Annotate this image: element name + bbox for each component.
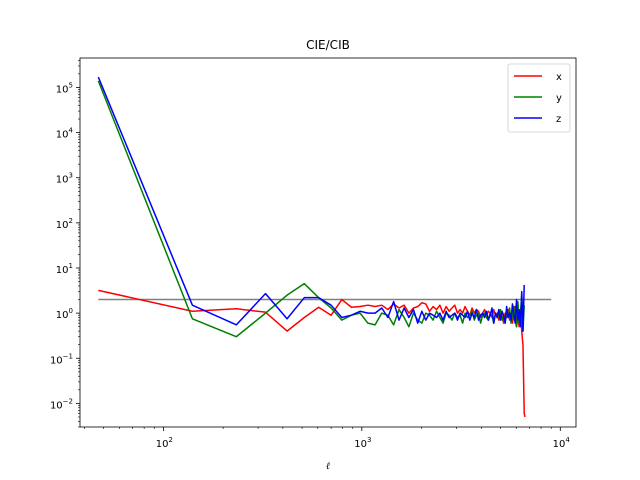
legend-label-y: y (556, 93, 562, 104)
y-tick-label: 101 (56, 262, 73, 276)
y-tick-label: 100 (56, 307, 73, 321)
series-layer (97, 76, 552, 418)
x-tick-label: 104 (553, 436, 571, 450)
y-tick-label: 102 (56, 217, 73, 231)
y-tick-label: 10−1 (50, 352, 73, 366)
legend: xyz (507, 63, 571, 133)
y-tick-label: 10−2 (50, 397, 73, 411)
legend-label-x: x (556, 72, 562, 83)
series-x-line (98, 289, 526, 418)
x-tick-label: 102 (156, 436, 173, 450)
axes-frame (79, 57, 577, 428)
y-tick-label: 105 (56, 81, 73, 95)
chart-title: CIE/CIB (306, 38, 350, 52)
x-tick-label: 103 (354, 436, 371, 450)
legend-box (507, 63, 571, 133)
y-tick-label: 103 (56, 172, 73, 186)
x-axis: 102 103 104 (84, 427, 570, 450)
plot-area (79, 57, 577, 428)
legend-label-z: z (556, 114, 561, 125)
series-z-line (97, 76, 525, 332)
x-axis-label: ℓ (326, 461, 330, 472)
y-tick-label: 104 (56, 127, 74, 141)
y-axis: 10−2 10−1 100 101 102 103 104 105 (50, 60, 80, 428)
